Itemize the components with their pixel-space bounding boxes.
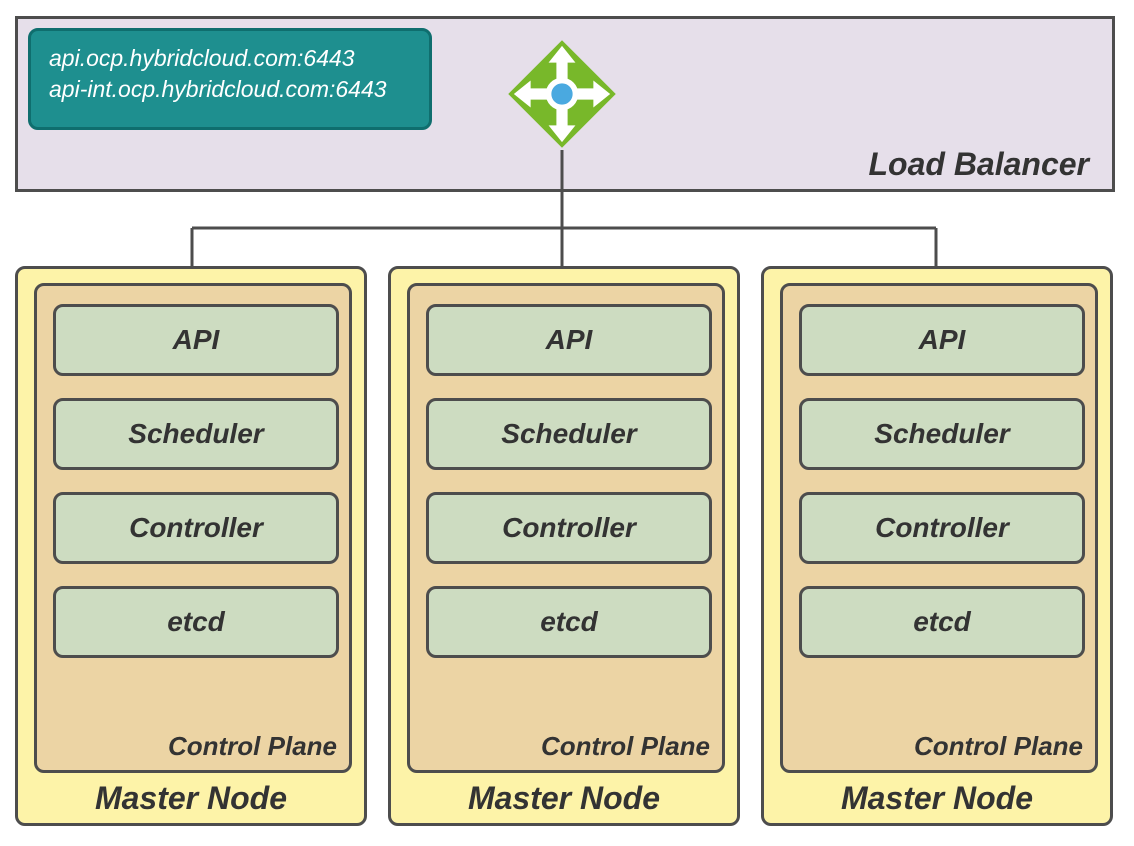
service-box: API — [799, 304, 1085, 376]
endpoint-line-2: api-int.ocp.hybridcloud.com:6443 — [49, 74, 411, 105]
master-node-label: Master Node — [764, 780, 1110, 817]
endpoints-box: api.ocp.hybridcloud.com:6443 api-int.ocp… — [28, 28, 432, 130]
service-box: etcd — [799, 586, 1085, 658]
load-balancer-label: Load Balancer — [868, 146, 1089, 183]
service-box: Controller — [799, 492, 1085, 564]
service-box: Controller — [53, 492, 339, 564]
master-node-label: Master Node — [391, 780, 737, 817]
service-box: etcd — [53, 586, 339, 658]
endpoint-line-1: api.ocp.hybridcloud.com:6443 — [49, 43, 411, 74]
master-node: API Scheduler Controller etcd Control Plane M… — [15, 266, 367, 826]
service-box: Scheduler — [53, 398, 339, 470]
service-box: Scheduler — [799, 398, 1085, 470]
service-box: etcd — [426, 586, 712, 658]
service-box: API — [426, 304, 712, 376]
control-plane-box: API Scheduler Controller etcd Control Plane — [780, 283, 1098, 773]
control-plane-box: API Scheduler Controller etcd Control Plane — [407, 283, 725, 773]
service-box: Controller — [426, 492, 712, 564]
diagram-canvas: api.ocp.hybridcloud.com:6443 api-int.ocp… — [0, 0, 1134, 846]
control-plane-box: API Scheduler Controller etcd Control Plane — [34, 283, 352, 773]
master-node: API Scheduler Controller etcd Control Plane M… — [388, 266, 740, 826]
control-plane-label: Control Plane — [541, 731, 710, 762]
control-plane-label: Control Plane — [914, 731, 1083, 762]
control-plane-label: Control Plane — [168, 731, 337, 762]
service-box: API — [53, 304, 339, 376]
master-node-label: Master Node — [18, 780, 364, 817]
load-balancer-icon — [506, 38, 618, 150]
master-node: API Scheduler Controller etcd Control Plane M… — [761, 266, 1113, 826]
service-box: Scheduler — [426, 398, 712, 470]
